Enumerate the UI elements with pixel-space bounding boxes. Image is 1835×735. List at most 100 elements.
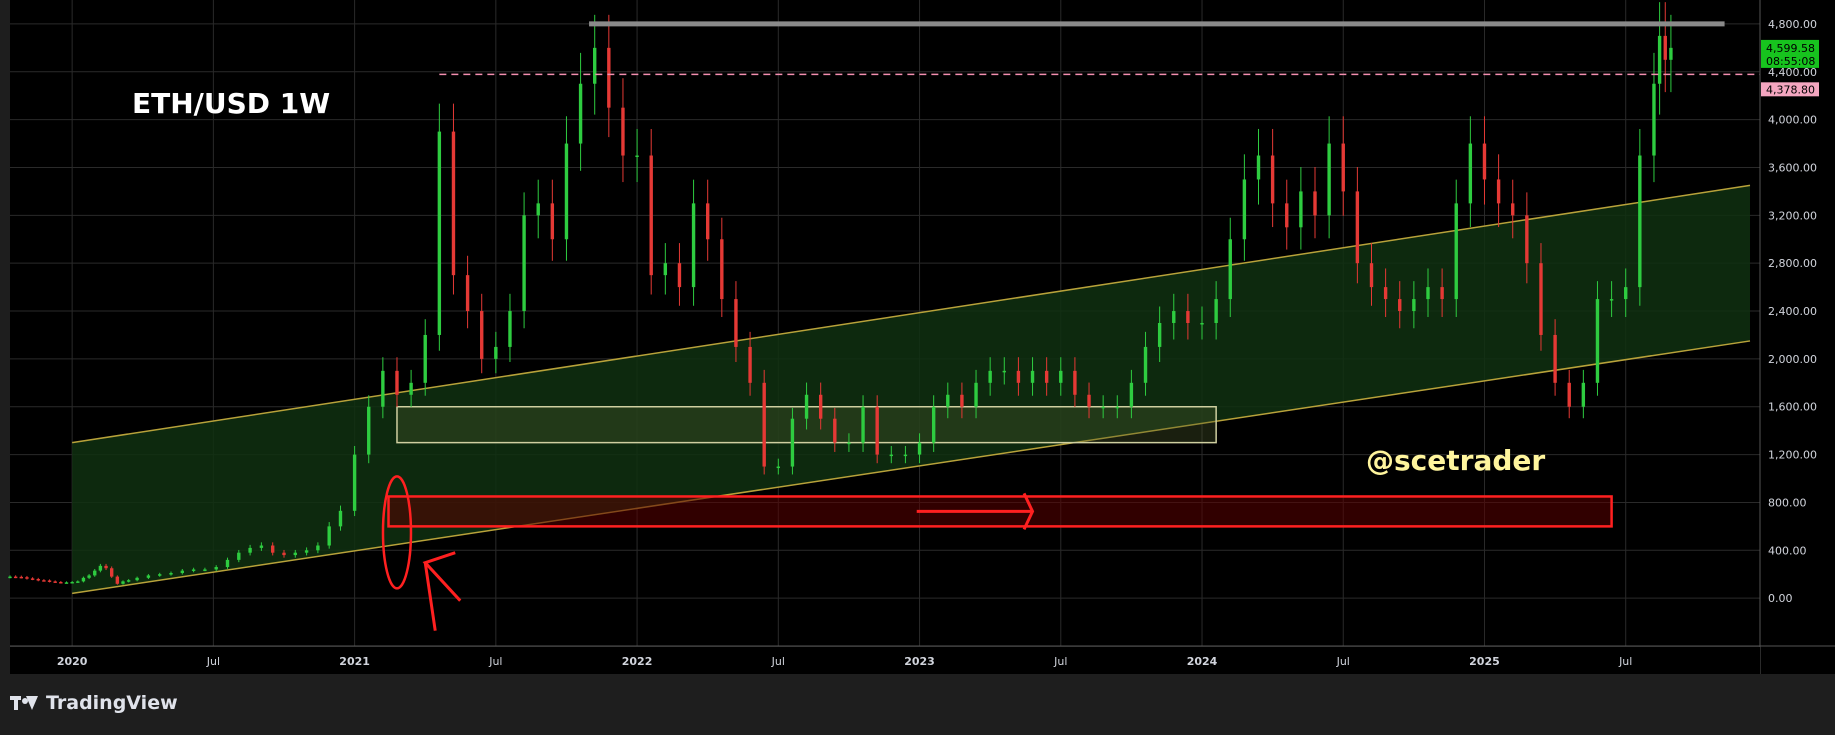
tradingview-logo-icon xyxy=(10,694,40,712)
candle-body xyxy=(790,418,795,467)
candle-body xyxy=(8,576,12,579)
candle-body xyxy=(64,582,69,584)
candle-body xyxy=(889,454,893,457)
hand-arrow-head xyxy=(422,551,462,602)
x-tick-label: 2025 xyxy=(1469,655,1500,668)
resistance-price-badge xyxy=(1761,82,1819,97)
candle-body xyxy=(1073,370,1077,395)
candle-body xyxy=(1030,370,1035,383)
candle-body xyxy=(522,215,526,312)
candle-body xyxy=(1172,311,1176,323)
candle-body xyxy=(988,370,992,383)
candle-body xyxy=(1214,299,1218,323)
candle-body xyxy=(1553,334,1557,383)
candle-body xyxy=(663,263,668,276)
chart-title: ETH/USD 1W xyxy=(132,87,330,120)
candle-body xyxy=(607,47,611,108)
countdown-value: 08:55:08 xyxy=(1766,55,1815,68)
candle-body xyxy=(121,581,125,584)
ascending-channel xyxy=(72,184,1751,595)
candle-body xyxy=(1669,47,1673,60)
candle-body xyxy=(381,370,385,407)
y-tick-label: 3,600.00 xyxy=(1768,161,1817,174)
candle-body xyxy=(395,370,399,395)
candle-body xyxy=(1157,323,1162,347)
channel-upper-line xyxy=(72,184,1751,444)
annotations xyxy=(381,21,1760,631)
candle-body xyxy=(1511,203,1515,216)
hand-arrow-shaft xyxy=(423,562,437,631)
x-tick-label: 2023 xyxy=(904,655,935,668)
candle-body xyxy=(237,552,241,560)
candle-body xyxy=(1496,179,1501,204)
candle-body xyxy=(1369,263,1374,288)
candle-body xyxy=(1383,287,1388,300)
candle-body xyxy=(409,382,413,395)
candle-body xyxy=(1454,203,1458,300)
candle-body xyxy=(1525,215,1529,264)
candle-body xyxy=(248,547,252,553)
candle-body xyxy=(47,580,52,582)
candle-body xyxy=(98,565,103,571)
x-tick-label: Jul xyxy=(1336,655,1350,668)
candle-body xyxy=(1638,155,1642,288)
candle-body xyxy=(225,559,230,568)
candle-body xyxy=(748,346,752,383)
time-axis-panel xyxy=(10,647,1760,674)
candle-body xyxy=(677,263,682,288)
candle-body xyxy=(1468,143,1473,204)
candle-body xyxy=(1663,35,1667,60)
y-tick-label: 400.00 xyxy=(1768,544,1807,557)
candle-body xyxy=(564,143,569,240)
candle-body xyxy=(146,575,151,578)
candle-body xyxy=(1652,83,1656,156)
candle-body xyxy=(804,394,809,419)
y-tick-label: 4,000.00 xyxy=(1768,114,1817,127)
candles xyxy=(8,2,1673,585)
candle-body xyxy=(437,131,442,335)
candle-body xyxy=(1398,299,1402,312)
candle-body xyxy=(352,454,357,511)
x-tick-label: Jul xyxy=(771,655,785,668)
candle-body xyxy=(1581,382,1586,407)
candle-body xyxy=(833,418,837,443)
candle-body xyxy=(13,576,18,579)
current-price-badge xyxy=(1761,39,1819,68)
price-axis: 0.00 400.00 800.00 1,200.00 1,600.00 2,000.00… xyxy=(1768,18,1817,605)
candle-body xyxy=(635,155,639,158)
x-tick-label: 2024 xyxy=(1187,655,1218,668)
candle-body xyxy=(169,573,173,575)
candle-body xyxy=(1016,370,1021,383)
candle-body xyxy=(1270,155,1275,204)
candle-body xyxy=(126,580,131,582)
y-tick-label: 1,200.00 xyxy=(1768,449,1817,462)
current-price-value: 4,599.58 xyxy=(1766,42,1815,55)
candle-body xyxy=(316,545,320,551)
candle-body xyxy=(480,311,484,359)
candle-body xyxy=(59,581,63,584)
tradingview-brand[interactable]: TradingView xyxy=(10,692,178,714)
candle-body xyxy=(1341,143,1345,192)
candle-body xyxy=(293,552,297,556)
y-tick-label: 3,200.00 xyxy=(1768,209,1817,222)
candle-body xyxy=(1087,394,1091,407)
candle-body xyxy=(109,568,114,577)
candle-body xyxy=(593,47,597,84)
candle-body xyxy=(903,454,908,457)
candle-body xyxy=(1567,382,1571,407)
candle-body xyxy=(1539,263,1543,335)
channel-fill xyxy=(72,185,1751,594)
candle-body xyxy=(861,406,865,443)
time-axis: 2020 Jul 2021 Jul 2022 Jul 2023 Jul 2024 Jul 2025 J… xyxy=(57,655,1633,668)
red-circle-annotation xyxy=(381,475,413,590)
candle-body xyxy=(282,552,286,556)
candle-body xyxy=(536,203,540,216)
candle-body xyxy=(214,567,218,570)
candle-body xyxy=(578,83,583,144)
candle-body xyxy=(423,334,427,383)
candle-body xyxy=(19,576,23,579)
y-tick-label: 0.00 xyxy=(1768,592,1793,605)
channel-lower-line xyxy=(72,340,1751,595)
